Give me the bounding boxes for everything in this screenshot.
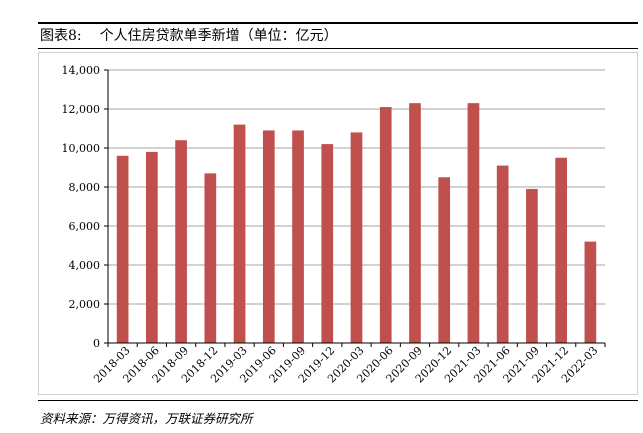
source-note: 资料来源：万得资讯，万联证券研究所 xyxy=(40,411,253,426)
bar-series xyxy=(116,103,597,344)
bar xyxy=(379,107,392,343)
bar xyxy=(467,103,480,344)
figure-label: 图表8: xyxy=(40,28,82,44)
bar xyxy=(146,151,158,343)
bar xyxy=(262,130,275,343)
y-tick-label: 0 xyxy=(93,337,100,350)
bar xyxy=(526,188,538,343)
bar xyxy=(175,140,187,343)
x-axis-ticks: 2018-032018-062018-092018-122019-032019-… xyxy=(91,343,606,385)
bar xyxy=(350,132,363,343)
bar-chart: 02,0004,0006,0008,00010,00012,00014,000 … xyxy=(38,52,638,395)
bottom-rule xyxy=(38,400,638,401)
y-axis-ticks: 0 2,000 4,000 6,000 8,000 10,000 12,000 14,000 xyxy=(62,64,108,350)
y-tick-label: 14,000 xyxy=(62,64,101,77)
figure-title: 个人住房贷款单季新增（单位：亿元） xyxy=(99,28,338,44)
y-tick-label: 6,000 xyxy=(69,220,101,233)
grid-lines xyxy=(108,69,605,305)
y-tick-label: 12,000 xyxy=(62,103,101,116)
plot-frame xyxy=(38,52,638,395)
title-rule xyxy=(38,48,638,49)
chart-area: 0 2,000 4,000 6,000 8,000 10,000 12,000 14,000 … xyxy=(38,52,638,395)
bar xyxy=(584,241,597,343)
bar xyxy=(409,103,421,344)
bar xyxy=(116,155,129,343)
figure-title-bar: 图表8: 个人住房贷款单季新增（单位：亿元） xyxy=(40,27,338,45)
top-rule xyxy=(38,22,638,24)
bar xyxy=(555,157,567,343)
bar xyxy=(438,177,451,343)
bar xyxy=(204,173,217,343)
y-tick-label: 4,000 xyxy=(69,259,101,272)
y-tick-label: 10,000 xyxy=(62,142,101,155)
y-tick-label: 8,000 xyxy=(69,181,101,194)
y-tick-label: 2,000 xyxy=(69,298,101,311)
bar xyxy=(321,144,334,343)
bar xyxy=(292,130,304,343)
bar xyxy=(233,124,246,343)
bar xyxy=(496,165,509,343)
